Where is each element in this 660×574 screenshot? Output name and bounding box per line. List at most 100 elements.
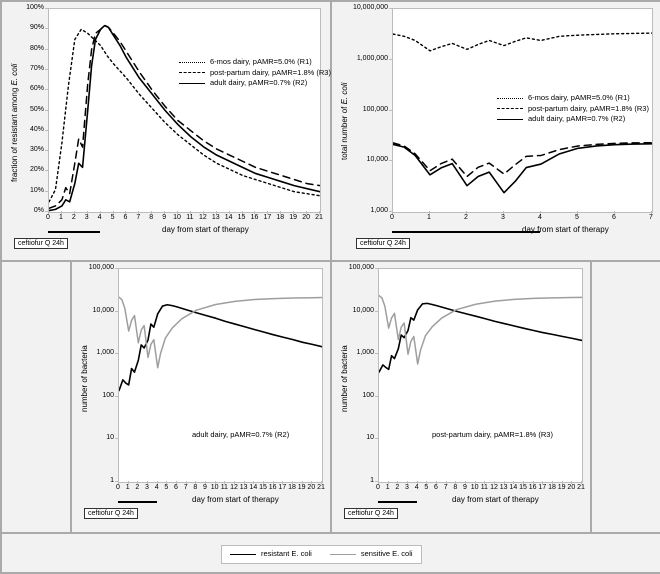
legend-swatch: [497, 108, 523, 109]
panel-fill-left: [1, 261, 71, 533]
ytick-label: 60%: [20, 85, 44, 92]
legend-item: adult dairy, pAMR=0.7% (R2): [179, 78, 331, 89]
xtick-label: 20: [302, 214, 310, 221]
xtick-label: 8: [453, 484, 457, 491]
legend-swatch: [179, 62, 205, 63]
xtick-label: 20: [307, 484, 315, 491]
panel-c-note: ceftiofur Q 24h: [84, 508, 138, 519]
xtick-label: 9: [463, 484, 467, 491]
ytick-label: 90%: [20, 24, 44, 31]
xtick-label: 11: [221, 484, 228, 491]
ytick-label: 100,000: [344, 106, 388, 113]
xtick-label: 5: [164, 484, 168, 491]
panel-a-xlabel: day from start of therapy: [162, 226, 249, 234]
xtick-label: 15: [519, 484, 527, 491]
xtick-label: 15: [238, 214, 246, 221]
legend-swatch: [230, 554, 256, 555]
xtick-label: 6: [174, 484, 178, 491]
xtick-label: 1: [126, 484, 130, 491]
xtick-label: 4: [155, 484, 159, 491]
ytick-label: 1: [330, 477, 374, 484]
therapy-duration-bar: [48, 231, 100, 233]
xtick-label: 2: [464, 214, 468, 221]
series-sensitive: [379, 296, 582, 364]
ytick-label: 10,000: [344, 156, 388, 163]
legend-item: post-partum dairy, pAMR=1.8% (R3): [179, 68, 331, 79]
legend-swatch: [497, 119, 523, 120]
legend-label: resistant E. coli: [261, 549, 312, 560]
legend-item: 6-mos dairy, pAMR=5.0% (R1): [497, 93, 649, 104]
xtick-label: 4: [98, 214, 102, 221]
xtick-label: 1: [386, 484, 390, 491]
panel-c-inline-label: adult dairy, pAMR=0.7% (R2): [192, 430, 289, 439]
xtick-label: 14: [249, 484, 257, 491]
ytick-label: 20%: [20, 166, 44, 173]
panel-d-plot: [378, 268, 583, 483]
xtick-label: 2: [135, 484, 139, 491]
panel-c-plot: [118, 268, 323, 483]
legend-item: sensitive E. coli: [330, 549, 413, 560]
legend-label: adult dairy, pAMR=0.7% (R2): [528, 114, 625, 125]
xtick-label: 3: [405, 484, 409, 491]
xtick-label: 3: [85, 214, 89, 221]
xtick-label: 9: [203, 484, 207, 491]
legend-label: post-partum dairy, pAMR=1.8% (R3): [210, 68, 331, 79]
ytick-label: 100%: [20, 4, 44, 11]
legend-swatch: [179, 83, 205, 84]
xtick-label: 4: [538, 214, 542, 221]
xtick-label: 1: [427, 214, 431, 221]
xtick-label: 16: [269, 484, 277, 491]
xtick-label: 16: [251, 214, 259, 221]
panel-d-xlabel: day from start of therapy: [452, 496, 539, 504]
xtick-label: 4: [415, 484, 419, 491]
xtick-label: 5: [575, 214, 579, 221]
legend-item: adult dairy, pAMR=0.7% (R2): [497, 114, 649, 125]
xtick-label: 19: [289, 214, 297, 221]
xtick-label: 19: [558, 484, 566, 491]
legend-item: 6-mos dairy, pAMR=5.0% (R1): [179, 57, 331, 68]
ytick-label: 0%: [20, 207, 44, 214]
therapy-duration-bar: [378, 501, 417, 503]
xtick-label: 21: [315, 214, 323, 221]
xtick-label: 3: [501, 214, 505, 221]
xtick-label: 7: [184, 484, 188, 491]
ytick-label: 10: [330, 434, 374, 441]
xtick-label: 13: [212, 214, 220, 221]
legend-swatch: [179, 72, 205, 73]
ytick-label: 100: [70, 392, 114, 399]
xtick-label: 14: [225, 214, 233, 221]
ytick-label: 1,000,000: [344, 55, 388, 62]
xtick-label: 5: [111, 214, 115, 221]
legend-label: sensitive E. coli: [361, 549, 413, 560]
ytick-label: 1,000: [70, 349, 114, 356]
xtick-label: 6: [123, 214, 127, 221]
panel-a-plot: [48, 8, 321, 213]
xtick-label: 7: [444, 484, 448, 491]
panel-a-legend: 6-mos dairy, pAMR=5.0% (R1)post-partum d…: [173, 53, 337, 93]
ytick-label: 100,000: [330, 264, 374, 271]
panel-a-ylabel: fraction of resistant among E. coli: [11, 64, 19, 182]
xtick-label: 17: [278, 484, 286, 491]
xtick-label: 7: [136, 214, 140, 221]
xtick-label: 6: [434, 484, 438, 491]
xtick-label: 21: [317, 484, 325, 491]
panel-d-note: ceftiofur Q 24h: [344, 508, 398, 519]
xtick-label: 10: [173, 214, 181, 221]
xtick-label: 2: [72, 214, 76, 221]
xtick-label: 16: [529, 484, 537, 491]
xtick-label: 8: [149, 214, 153, 221]
ytick-label: 30%: [20, 146, 44, 153]
xtick-label: 12: [490, 484, 498, 491]
xtick-label: 15: [259, 484, 267, 491]
legend-swatch: [497, 98, 523, 99]
xtick-label: 6: [612, 214, 616, 221]
ytick-label: 70%: [20, 65, 44, 72]
xtick-label: 2: [395, 484, 399, 491]
xtick-label: 18: [276, 214, 284, 221]
bottom-legend: resistant E. coli sensitive E. coli: [221, 545, 422, 564]
xtick-label: 10: [211, 484, 219, 491]
legend-swatch: [330, 554, 356, 555]
xtick-label: 7: [649, 214, 653, 221]
ytick-label: 50%: [20, 106, 44, 113]
xtick-label: 19: [298, 484, 306, 491]
